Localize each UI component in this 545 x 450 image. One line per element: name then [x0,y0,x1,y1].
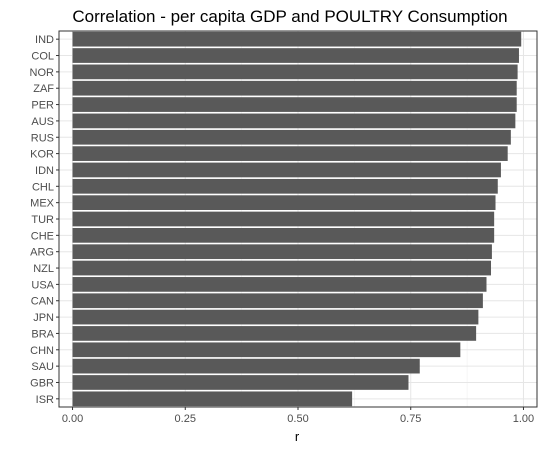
y-tick-label: JPN [33,312,54,324]
y-tick-label: ISR [36,394,54,406]
bar-ind [72,31,522,47]
bars [72,31,522,407]
y-tick-label: CAN [31,296,54,308]
y-tick-label: CHE [31,230,54,242]
y-tick-label: AUS [31,116,54,128]
bar-per [72,97,517,112]
bar-nor [72,64,518,80]
y-tick-label: NOR [30,67,55,79]
bar-col [72,48,519,63]
bar-isr [72,391,353,407]
bar-rus [72,129,511,145]
y-tick-label: ARG [30,247,54,259]
bar-chn [72,342,461,358]
y-tick-label: KOR [30,149,54,161]
bar-chl [72,178,498,194]
x-tick-label: 0.50 [287,413,308,425]
bar-che [72,227,495,243]
y-tick-label: IDN [35,165,54,177]
x-tick-label: 1.00 [513,413,534,425]
y-tick-label: ZAF [33,83,54,95]
y-tick-label: TUR [31,214,54,226]
y-tick-label: CHN [30,345,54,357]
bar-kor [72,146,508,161]
y-tick-label: IND [35,34,54,46]
bar-usa [72,277,487,292]
bar-arg [72,244,492,260]
y-tick-label: PER [31,100,54,112]
y-axis: IND COL NOR ZAF PER AUS RUS KOR IDN CHL MEX TUR CHE A… [30,34,59,406]
x-tick-label: 0.00 [62,413,83,425]
y-tick-label: COL [31,51,54,63]
bar-zaf [72,80,517,96]
bar-tur [72,211,495,227]
y-tick-label: SAU [31,361,54,373]
y-tick-label: NZL [33,263,54,275]
bar-nzl [72,260,492,276]
bar-aus [72,113,516,129]
bar-gbr [72,375,409,390]
y-tick-label: CHL [32,181,54,193]
x-tick-label: 0.75 [400,413,421,425]
y-tick-label: RUS [31,132,54,144]
bar-bra [72,326,477,341]
y-tick-label: BRA [31,328,54,340]
bar-jpn [72,309,479,325]
chart-title: Correlation - per capita GDP and POULTRY… [72,7,507,26]
y-tick-label: GBR [30,377,54,389]
bar-idn [72,162,501,178]
y-tick-label: MEX [30,198,55,210]
x-axis: 0.00 0.25 0.50 0.75 1.00 [62,407,534,425]
x-tick-label: 0.25 [175,413,196,425]
bar-can [72,293,483,309]
bar-sau [72,358,420,374]
y-tick-label: USA [31,279,54,291]
bar-mex [72,195,496,211]
x-axis-title: r [295,429,300,444]
